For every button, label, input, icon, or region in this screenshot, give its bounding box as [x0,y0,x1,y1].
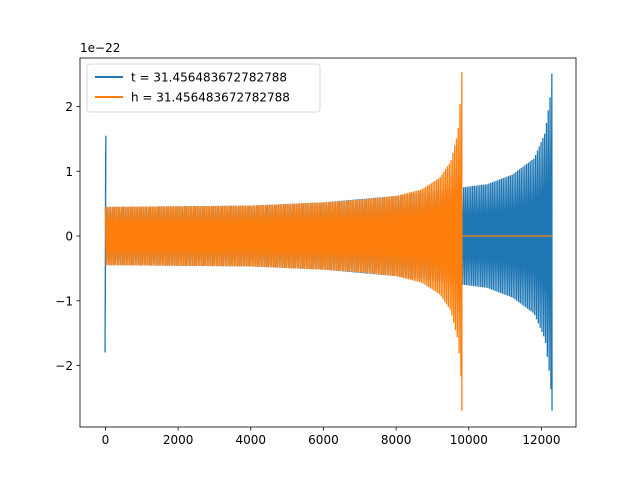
legend-box [86,63,321,113]
legend: t = 31.456483672782788 h = 31.45648367278… [86,63,321,113]
x-tick-label: 8000 [381,433,412,447]
x-tick-label: 6000 [308,433,339,447]
y-tick-label: 0 [65,230,73,244]
x-tick-label: 0 [102,433,110,447]
series-2-segment-1 [104,72,463,411]
x-tick-label: 2000 [163,433,194,447]
legend-label: h = 31.456483672782788 [131,91,290,105]
x-axis: 0 2000 4000 6000 8000 10000 12000 [102,427,561,447]
y-tick-label: −2 [55,359,73,373]
x-tick-label: 4000 [236,433,267,447]
legend-label: t = 31.456483672782788 [131,71,287,85]
x-tick-label: 10000 [450,433,488,447]
axes-frame [79,57,577,428]
y-tick-label: 1 [65,165,73,179]
x-tick-label: 12000 [522,433,560,447]
series-2 [104,72,553,411]
y-tick-label: 2 [65,100,73,114]
y-tick-label: −1 [55,294,73,308]
series-layer [104,72,553,411]
y-offset-label: 1e−22 [80,41,120,55]
y-axis: −2 −1 0 1 2 [55,100,80,373]
